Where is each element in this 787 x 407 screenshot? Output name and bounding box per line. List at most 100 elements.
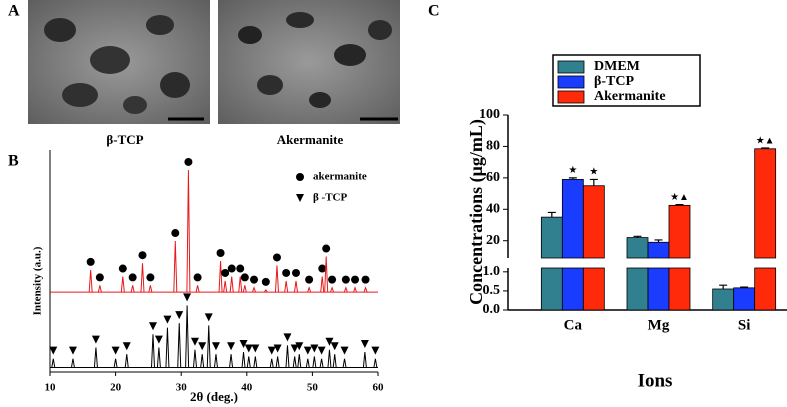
peak (192, 349, 197, 368)
peak-marker (122, 342, 131, 351)
peak-marker (175, 311, 184, 320)
error-bar (675, 203, 684, 206)
legend-marker (296, 173, 304, 181)
peak-marker (138, 251, 147, 260)
bar (733, 287, 756, 311)
panel-label: C (428, 3, 440, 20)
peak (320, 276, 325, 293)
peak (120, 276, 125, 293)
peak-marker (371, 346, 380, 355)
significance-mark: ★ (568, 165, 577, 176)
peak (241, 351, 246, 368)
x-axis-label: Ions (638, 370, 673, 391)
y-tick-label: 0.5 (483, 283, 501, 298)
peak (156, 347, 161, 368)
legend-label: Akermanite (594, 89, 666, 104)
bar (561, 179, 584, 259)
peak-marker (283, 333, 292, 342)
peak-marker (325, 337, 334, 346)
x-tick-label: 50 (307, 382, 319, 394)
peak (242, 285, 247, 293)
panel-label: A (8, 3, 20, 20)
peak (330, 286, 335, 293)
bar (626, 237, 649, 259)
peak-marker (317, 346, 326, 355)
peak (113, 358, 118, 368)
peak (353, 286, 358, 293)
peak-marker (236, 264, 245, 273)
peak-marker (86, 257, 95, 266)
peak-marker (68, 346, 77, 355)
legend-label: akermanite (313, 171, 367, 183)
peak (275, 356, 280, 368)
peak (88, 269, 93, 293)
bar (626, 267, 649, 311)
peak (342, 358, 347, 368)
peak (150, 334, 155, 368)
peak-marker (282, 268, 291, 277)
peak (332, 354, 337, 368)
bar (647, 241, 670, 259)
peak (246, 356, 251, 368)
peak (206, 325, 211, 368)
peak (186, 169, 191, 293)
peak-marker (190, 337, 199, 346)
peak (213, 354, 218, 368)
peak (238, 276, 243, 293)
x-tick-label: Mg (648, 317, 670, 333)
bar (561, 267, 584, 311)
peak-marker (211, 342, 220, 351)
significance-mark: ★▲ (670, 192, 689, 203)
sem-image (28, 0, 210, 124)
peak-marker (303, 346, 312, 355)
legend-swatch (557, 90, 585, 104)
peak-marker (244, 344, 253, 353)
peak-marker (49, 346, 58, 355)
xrd-chart: 10 20 30 40 50 60 2θ (deg.) Intensity (a.u.) ake… (32, 150, 384, 404)
peak (93, 347, 98, 368)
significance-mark: ★▲ (756, 135, 775, 146)
peak-marker (267, 346, 276, 355)
peak-marker (221, 268, 230, 277)
bar (668, 204, 691, 259)
peak (218, 260, 223, 293)
y-tick-label: 80 (486, 139, 500, 154)
peak (297, 354, 302, 368)
peak-marker (183, 293, 192, 302)
peak-marker (318, 264, 327, 273)
peak-marker (146, 273, 155, 282)
peak-marker (240, 273, 249, 282)
peak (324, 256, 329, 293)
peak-marker (216, 249, 225, 257)
image-caption: Akermanite (277, 132, 344, 147)
peak (200, 354, 205, 368)
panel-label: B (8, 153, 19, 170)
peak (284, 280, 289, 293)
bar (582, 267, 605, 311)
peak (343, 286, 348, 293)
y-tick-label: 100 (479, 107, 500, 122)
peak (185, 305, 190, 368)
peak-marker (128, 273, 137, 282)
y-tick-label: 60 (486, 170, 500, 185)
x-tick-label: 10 (45, 382, 57, 394)
sem-image (218, 0, 400, 124)
peak-marker (118, 264, 127, 273)
peak (285, 345, 290, 368)
peak-marker (322, 244, 331, 253)
y-axis-label: Concentrations (μg/mL) (466, 119, 487, 305)
peak (165, 327, 170, 368)
peak-marker (193, 273, 202, 282)
peak (177, 323, 182, 368)
legend-swatch (557, 60, 585, 74)
image-caption: β-TCP (106, 132, 143, 147)
peak (363, 286, 368, 293)
x-axis-label: 2θ (deg.) (190, 389, 238, 404)
peak-marker (272, 253, 281, 262)
peak (140, 263, 145, 293)
bar (712, 288, 735, 311)
error-bar (761, 147, 770, 149)
peak (229, 354, 234, 368)
error-bar (547, 211, 556, 218)
